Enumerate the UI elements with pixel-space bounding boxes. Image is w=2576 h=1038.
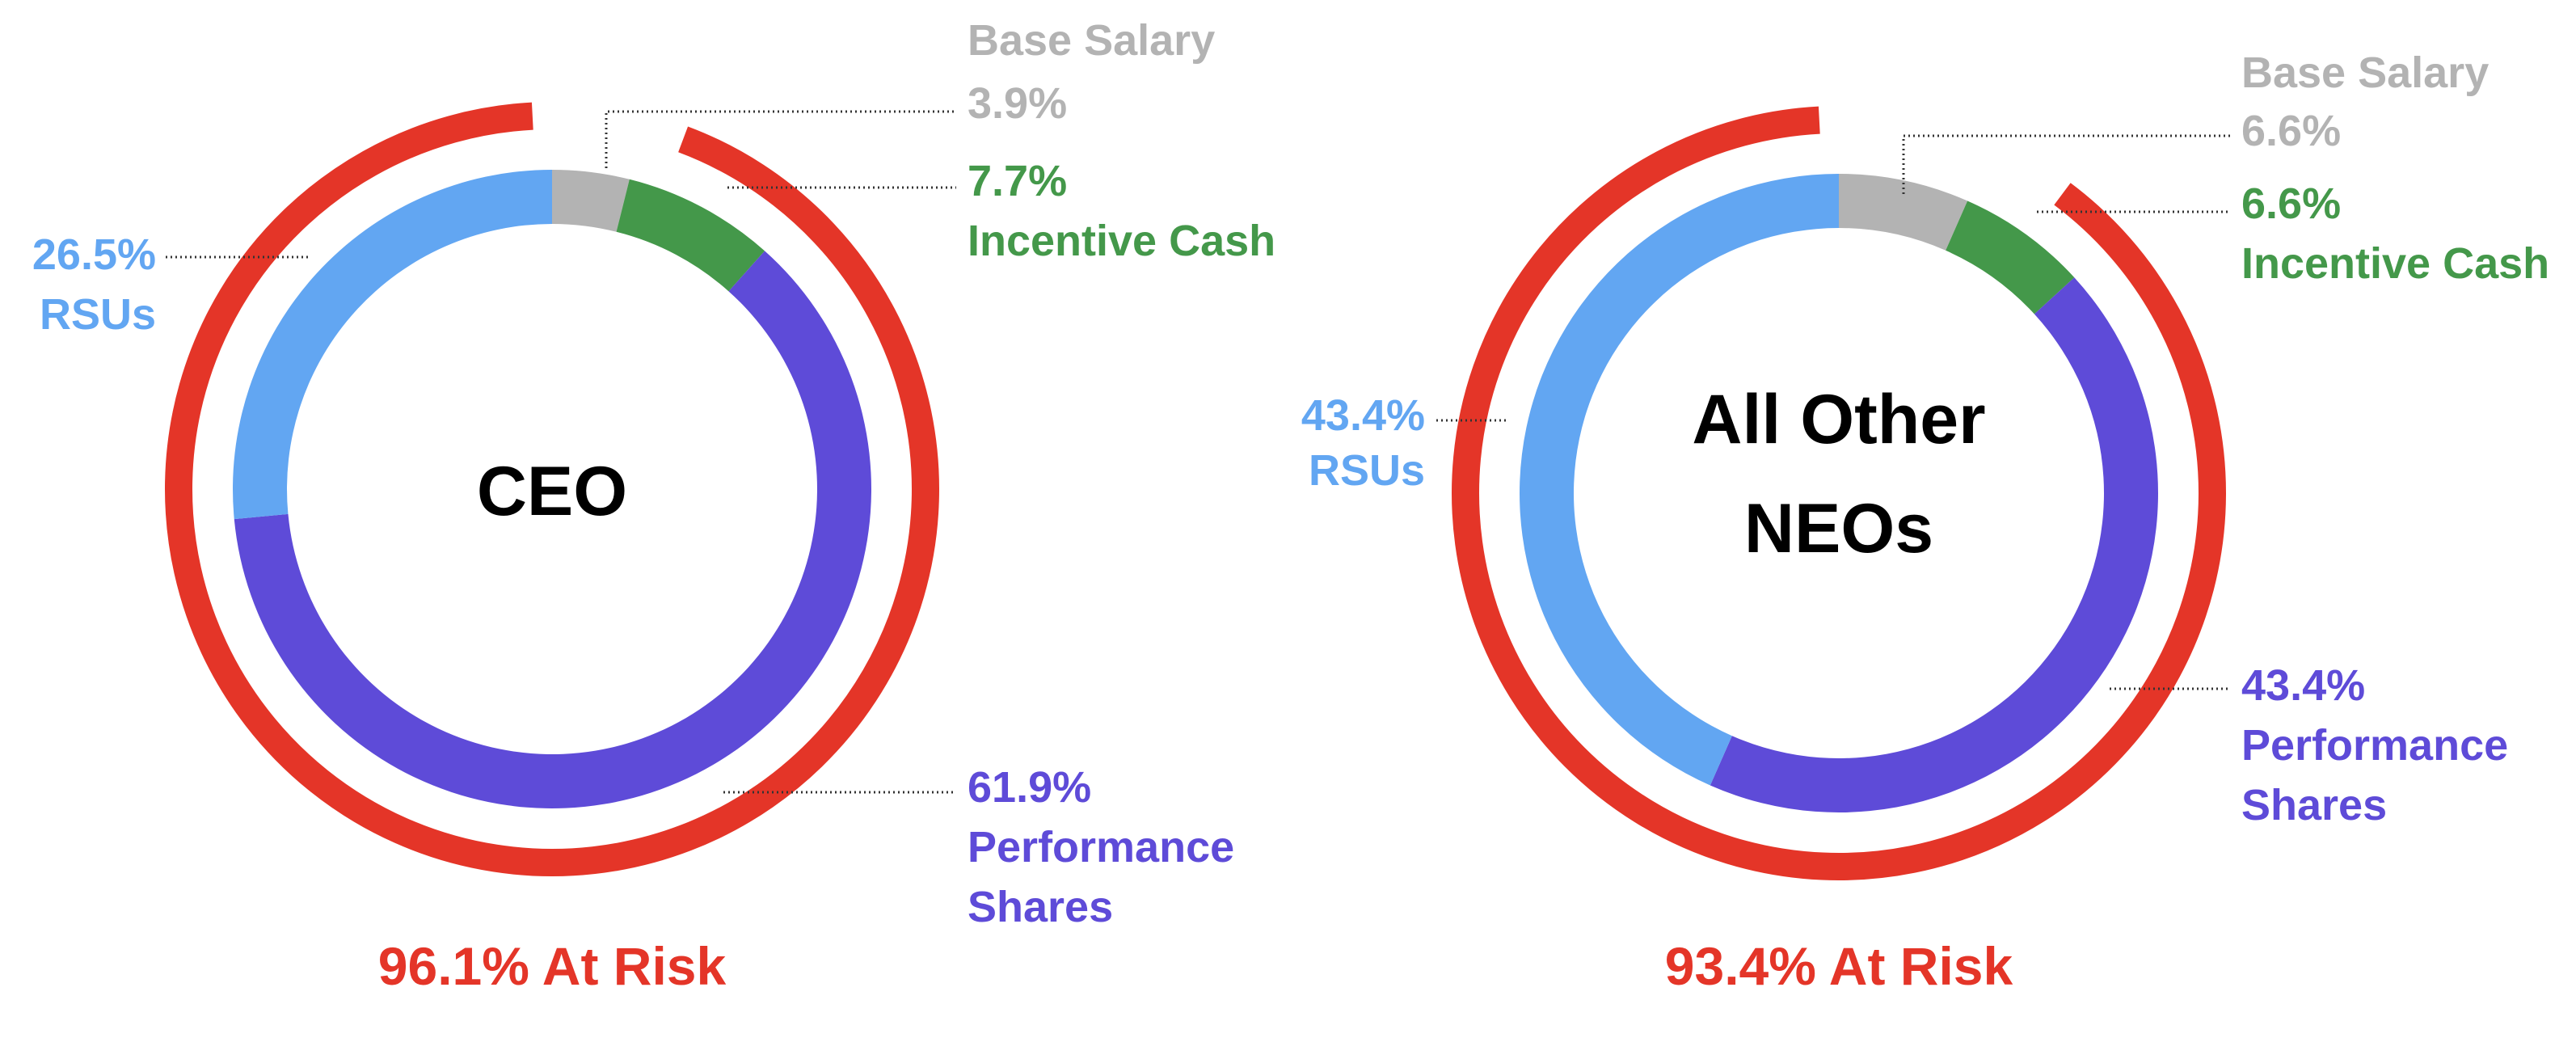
segment-label-base-salary: 3.9%: [968, 79, 1067, 128]
at-risk-label: 96.1% At Risk: [378, 936, 727, 996]
donut-slice-rsus: [233, 170, 552, 520]
segment-label-rsus: RSUs: [1309, 446, 1425, 495]
segment-label-performance-shares: Performance: [968, 823, 1234, 871]
at-risk-label: 93.4% At Risk: [1665, 936, 2013, 996]
donut-chart-ceo: CEO Base Salary 3.9% 7.7% Incentive Cash 61.9…: [32, 16, 1275, 996]
donut-chart-all-other-neos: All Other NEOs Base Salary 6.6% 6.6% Incentiv…: [1301, 49, 2549, 996]
segment-label-base-salary: Base Salary: [968, 16, 1215, 65]
segment-label-performance-shares: 61.9%: [968, 763, 1091, 812]
leader-line-base-salary: [605, 110, 956, 168]
at-risk-arc: [1452, 106, 2226, 880]
segment-label-incentive-cash: Incentive Cash: [968, 217, 1275, 265]
segment-label-performance-shares: Shares: [968, 883, 1113, 931]
center-label: NEOs: [1744, 490, 1933, 568]
segment-label-rsus: RSUs: [40, 290, 156, 339]
segment-label-performance-shares: 43.4%: [2241, 661, 2365, 710]
at-risk-arc: [165, 102, 939, 876]
segment-label-incentive-cash: Incentive Cash: [2241, 239, 2549, 288]
segment-label-performance-shares: Performance: [2241, 721, 2508, 770]
donut-slice-incentive-cash: [1946, 200, 2075, 314]
center-label: CEO: [477, 453, 627, 530]
segment-label-performance-shares: Shares: [2241, 781, 2387, 829]
segment-label-incentive-cash: 6.6%: [2241, 179, 2341, 228]
segment-label-incentive-cash: 7.7%: [968, 157, 1067, 205]
leader-line-base-salary: [1902, 134, 2231, 194]
segment-label-rsus: 26.5%: [32, 230, 156, 279]
donut-slice-base-salary: [1839, 174, 1968, 251]
segment-label-base-salary: Base Salary: [2241, 49, 2489, 97]
donut-slice-performance-shares: [1710, 277, 2158, 812]
center-label: All Other: [1692, 381, 1985, 458]
donut-slice-incentive-cash: [616, 179, 765, 292]
segment-label-rsus: 43.4%: [1301, 391, 1425, 440]
donut-slice-performance-shares: [234, 251, 871, 808]
donut-slice-rsus: [1520, 174, 1839, 786]
segment-label-base-salary: 6.6%: [2241, 107, 2341, 155]
donut-slice-base-salary: [552, 170, 630, 232]
